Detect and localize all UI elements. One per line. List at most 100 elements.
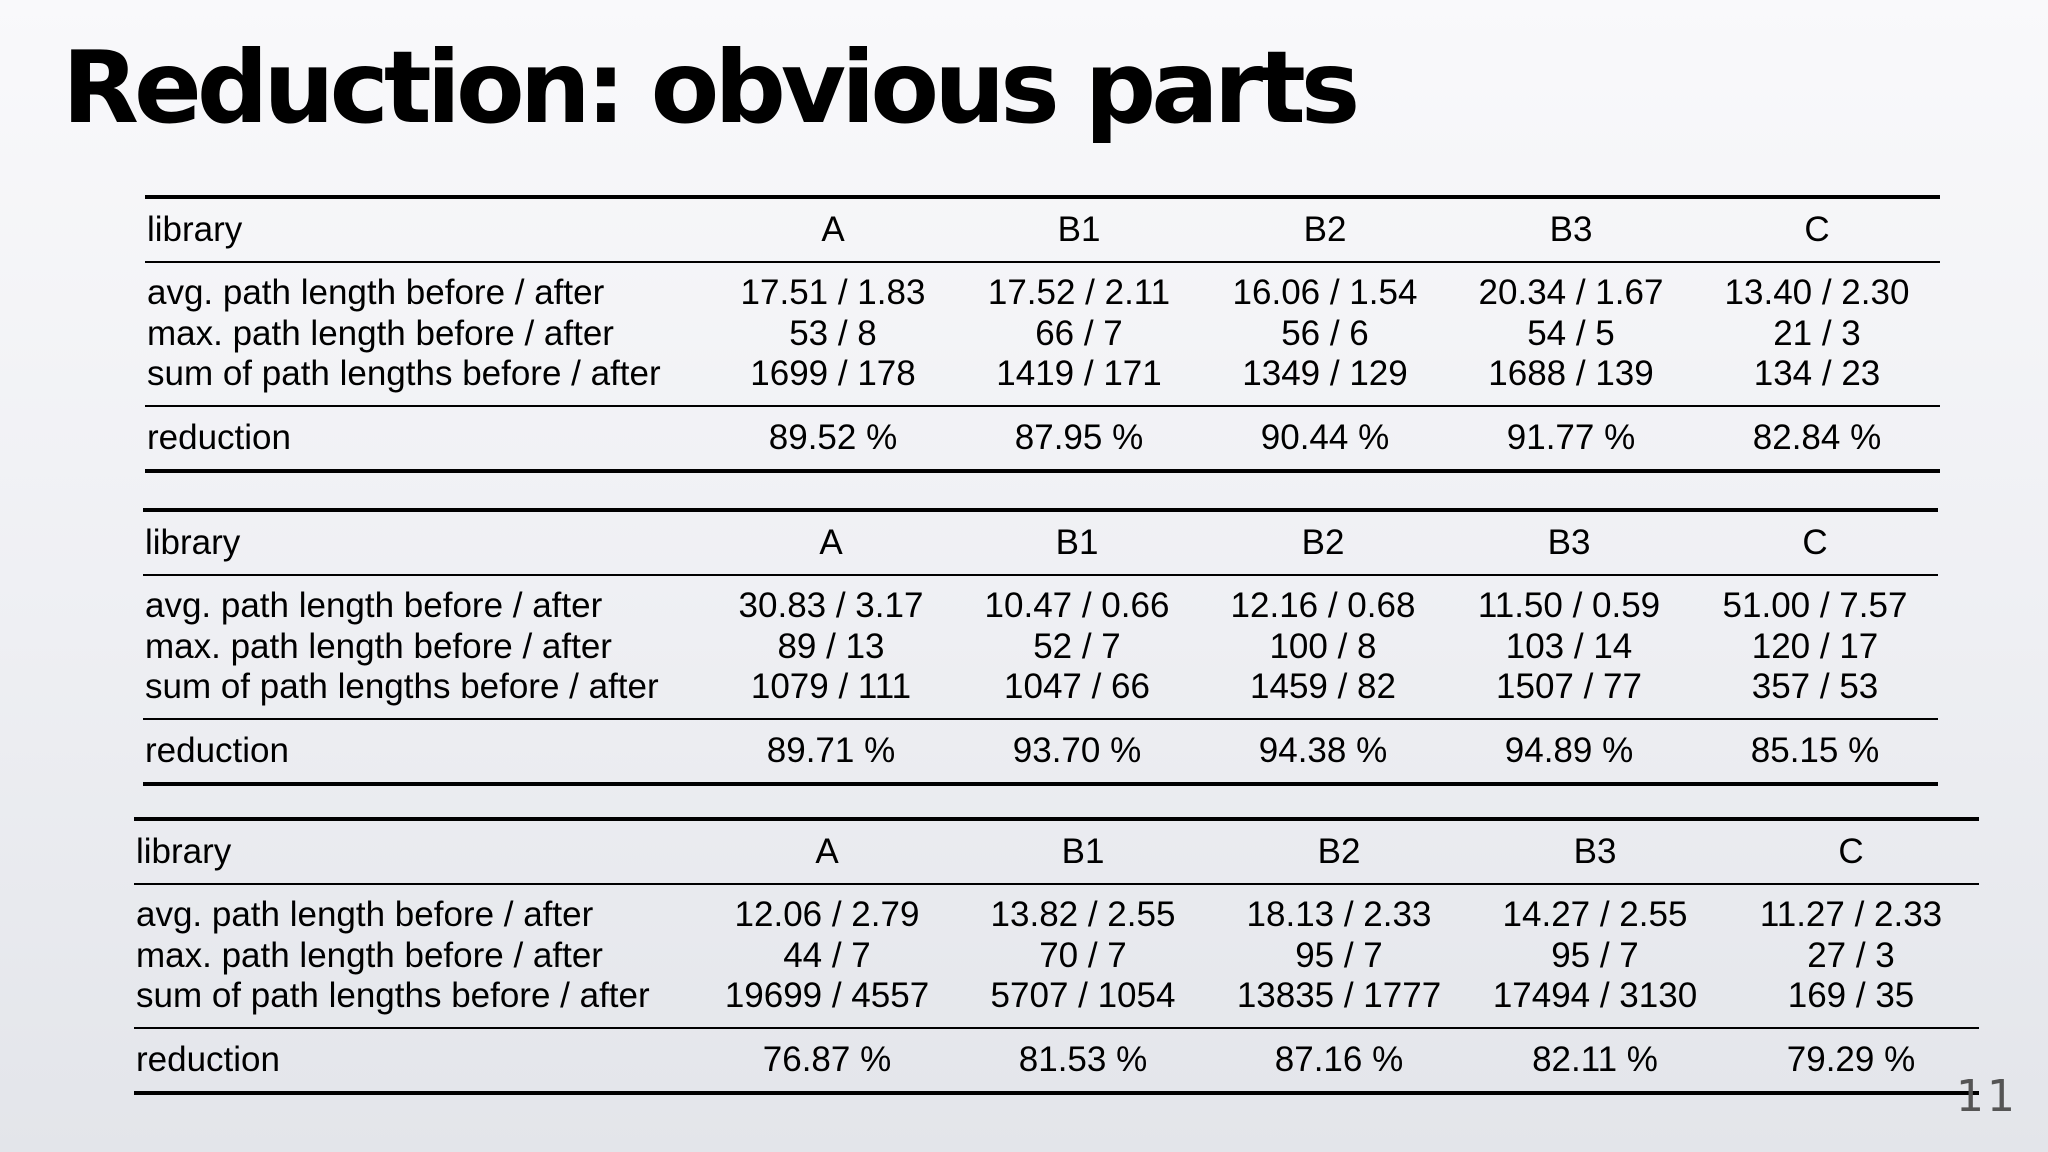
row-label: max. path length before / after [136,935,603,975]
table-cell: 13.40 / 2.30 [1724,273,1910,312]
page-number: 11 [1956,1071,2018,1122]
table-row: avg. path length before / after 30.83 / 3… [143,575,1938,627]
table-cell: 1079 / 111 [750,667,912,706]
row-label: reduction [134,1026,699,1093]
table-cell: 1349 / 129 [1242,354,1408,393]
column-header: A [710,197,956,263]
column-header: B1 [955,819,1211,885]
table-row: max. path length before / after 89 / 13 52… [143,627,1938,668]
table-cell: 1699 / 178 [750,354,916,393]
table-cell: 20.34 / 1.67 [1478,273,1664,312]
column-header: B2 [1200,510,1446,576]
reduction-value: 93.70 % [954,717,1200,784]
table-cell: 17.52 / 2.11 [987,273,1171,312]
row-label: max. path length before / after [147,313,614,353]
column-header: A [699,819,955,885]
table-cell: 13.82 / 2.55 [990,895,1176,934]
table-row: max. path length before / after 53 / 8 66 … [145,314,1940,355]
table-cell: 56 / 6 [1281,313,1369,353]
reduction-row: reduction 89.71 % 93.70 % 94.38 % 94.89 % 85.… [143,717,1938,784]
reduction-value: 87.16 % [1211,1026,1467,1093]
reduction-value: 79.29 % [1723,1026,1979,1093]
reduction-value: 82.84 % [1694,404,1940,471]
table-cell: 100 / 8 [1269,626,1377,666]
column-header: B2 [1211,819,1467,885]
reduction-value: 76.87 % [699,1026,955,1093]
table-cell: 357 / 53 [1751,667,1879,706]
table-cell: 14.27 / 2.55 [1502,895,1688,934]
table-cell: 52 / 7 [1033,626,1121,666]
table-cell: 169 / 35 [1787,976,1915,1015]
table-cell: 44 / 7 [783,935,871,975]
row-label: avg. path length before / after [145,586,603,625]
table-cell: 17494 / 3130 [1492,976,1698,1015]
table-cell: 12.06 / 2.79 [734,895,920,934]
slide-title: Reduction: obvious parts [62,29,1360,146]
table-cell: 53 / 8 [789,313,877,353]
table-cell: 134 / 23 [1753,354,1881,393]
table-cell: 13835 / 1777 [1236,976,1442,1015]
table-row: sum of path lengths before / after 1079 /… [143,667,1938,719]
column-header: A [708,510,954,576]
table-cell: 120 / 17 [1751,626,1879,666]
reduction-value: 89.52 % [710,404,956,471]
column-header: B1 [956,197,1202,263]
table-row: sum of path lengths before / after 19699 … [134,976,1979,1028]
row-label: sum of path lengths before / after [136,976,650,1015]
table-cell: 95 / 7 [1295,935,1383,975]
reduction-value: 94.89 % [1446,717,1692,784]
table-header-row: library A B1 B2 B3 C [134,819,1979,885]
row-label: avg. path length before / after [136,895,594,934]
reduction-row: reduction 89.52 % 87.95 % 90.44 % 91.77 % 82.… [145,404,1940,471]
table-row: avg. path length before / after 12.06 / 2… [134,884,1979,936]
table-header-row: library A B1 B2 B3 C [145,197,1940,263]
table-cell: 70 / 7 [1039,935,1127,975]
column-header: C [1694,197,1940,263]
table-cell: 1459 / 82 [1250,667,1396,706]
column-header: B3 [1448,197,1694,263]
row-label: sum of path lengths before / after [145,667,659,706]
table-cell: 12.16 / 0.68 [1230,586,1416,625]
reduction-value: 90.44 % [1202,404,1448,471]
row-label: reduction [143,717,708,784]
table-cell: 19699 / 4557 [724,976,930,1015]
table-row: avg. path length before / after 17.51 / 1… [145,262,1940,314]
table-cell: 1419 / 171 [996,354,1162,393]
table-cell: 17.51 / 1.83 [740,273,926,312]
table-cell: 1688 / 139 [1488,354,1654,393]
row-label: library [145,197,710,263]
column-header: B3 [1446,510,1692,576]
table-cell: 18.13 / 2.33 [1246,895,1432,934]
table-cell: 11.27 / 2.33 [1759,895,1943,934]
reduction-value: 94.38 % [1200,717,1446,784]
reduction-value: 89.71 % [708,717,954,784]
reduction-value: 87.95 % [956,404,1202,471]
table-cell: 103 / 14 [1505,626,1633,666]
column-header: B1 [954,510,1200,576]
column-header: B2 [1202,197,1448,263]
table-cell: 21 / 3 [1773,313,1861,353]
table-cell: 66 / 7 [1035,313,1123,353]
table-cell: 27 / 3 [1807,935,1895,975]
reduction-value: 85.15 % [1692,717,1938,784]
row-label: reduction [145,404,710,471]
reduction-value: 81.53 % [955,1026,1211,1093]
table-cell: 11.50 / 0.59 [1477,586,1661,625]
table-row: max. path length before / after 44 / 7 70 … [134,936,1979,977]
column-header: C [1692,510,1938,576]
row-label: library [134,819,699,885]
table-cell: 1507 / 77 [1496,667,1642,706]
table-header-row: library A B1 B2 B3 C [143,510,1938,576]
table-cell: 54 / 5 [1527,313,1615,353]
column-header: B3 [1467,819,1723,885]
row-label: max. path length before / after [145,626,612,666]
column-header: C [1723,819,1979,885]
table-cell: 89 / 13 [777,626,885,666]
row-label: library [143,510,708,576]
table-cell: 51.00 / 7.57 [1722,586,1908,625]
table-cell: 1047 / 66 [1004,667,1150,706]
reduction-row: reduction 76.87 % 81.53 % 87.16 % 82.11 % 79.… [134,1026,1979,1093]
reduction-value: 82.11 % [1467,1026,1723,1093]
